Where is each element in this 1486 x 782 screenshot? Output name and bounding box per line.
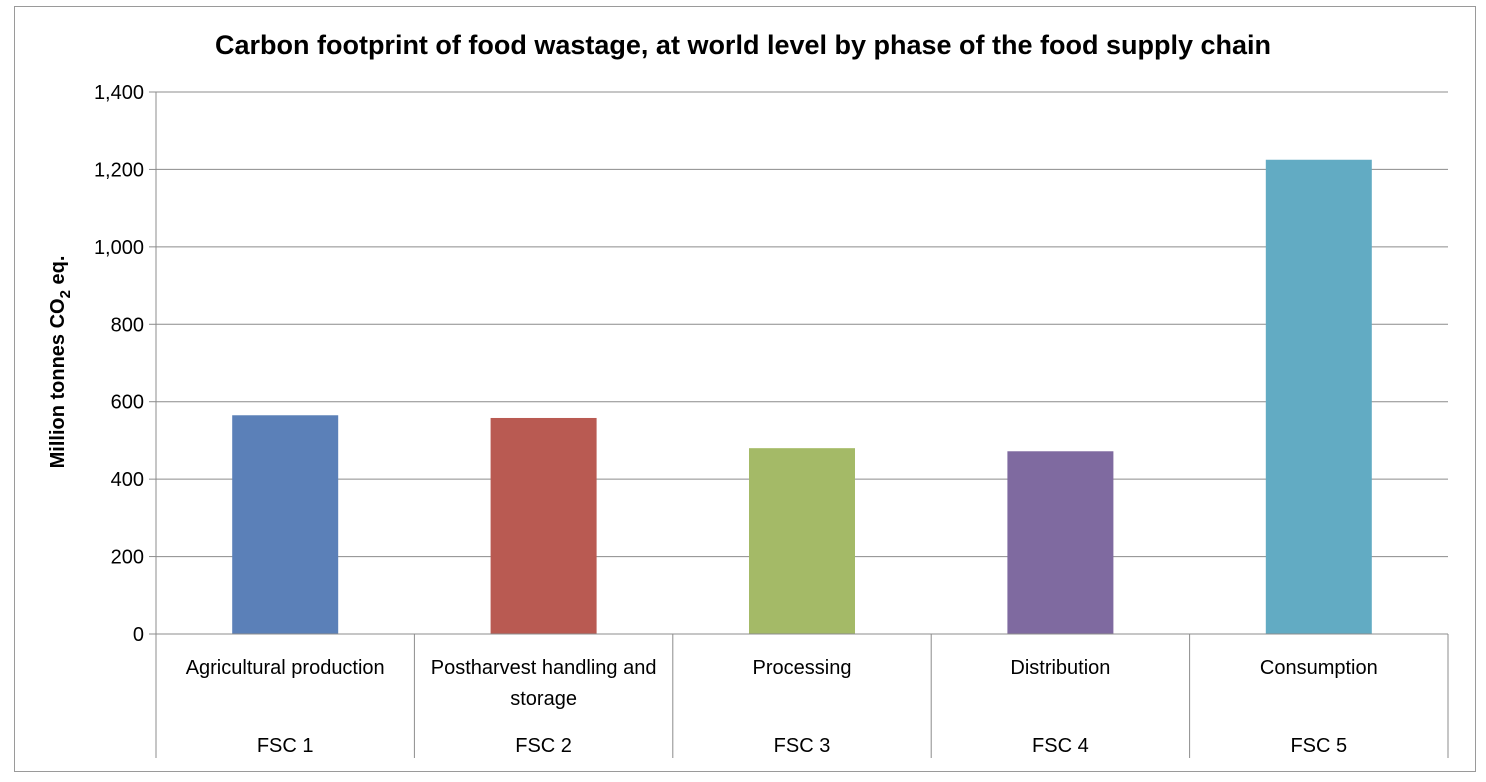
category-group-label: FSC 5 (1290, 735, 1347, 757)
category-label: storage (510, 688, 577, 710)
y-tick-label: 1,000 (94, 237, 144, 259)
y-axis-label: Million tonnes CO2 eq. (47, 256, 74, 469)
y-tick-label: 200 (111, 547, 144, 569)
category-group-label: FSC 2 (515, 735, 572, 757)
category-label: Consumption (1260, 657, 1378, 679)
category-label: Distribution (1010, 657, 1110, 679)
bars (232, 159, 1372, 634)
category-labels: Agricultural production FSC 1 Postharvest … (186, 657, 1378, 757)
bar (232, 415, 339, 634)
gridlines (156, 91, 1448, 558)
bar (490, 417, 597, 634)
y-tick-label: 1,200 (94, 159, 144, 181)
chart-frame (14, 6, 1476, 772)
y-tick-label: 1,400 (94, 82, 144, 104)
category-label: Processing (753, 657, 852, 679)
bar (1007, 451, 1114, 634)
y-axis-label-subscript: 2 (57, 290, 74, 298)
bar (749, 448, 855, 634)
y-tick-labels: 0 200 400 600 800 1,000 1,200 1,400 (94, 82, 144, 646)
category-label: Agricultural production (186, 657, 385, 679)
category-group-label: FSC 1 (257, 735, 314, 757)
bar (1265, 159, 1372, 634)
category-label: Postharvest handling and (431, 657, 657, 679)
y-tick-label: 0 (133, 624, 144, 646)
y-tick-label: 400 (111, 469, 144, 491)
category-group-label: FSC 4 (1032, 735, 1089, 757)
y-axis-label-prefix: Million tonnes CO (47, 298, 69, 468)
category-group-label: FSC 3 (774, 735, 831, 757)
y-tick-label: 800 (111, 314, 144, 336)
chart-title: Carbon footprint of food wastage, at wor… (215, 30, 1271, 60)
y-tick-label: 600 (111, 392, 144, 414)
y-axis-label-suffix: eq. (47, 256, 69, 290)
axes (149, 91, 1449, 758)
